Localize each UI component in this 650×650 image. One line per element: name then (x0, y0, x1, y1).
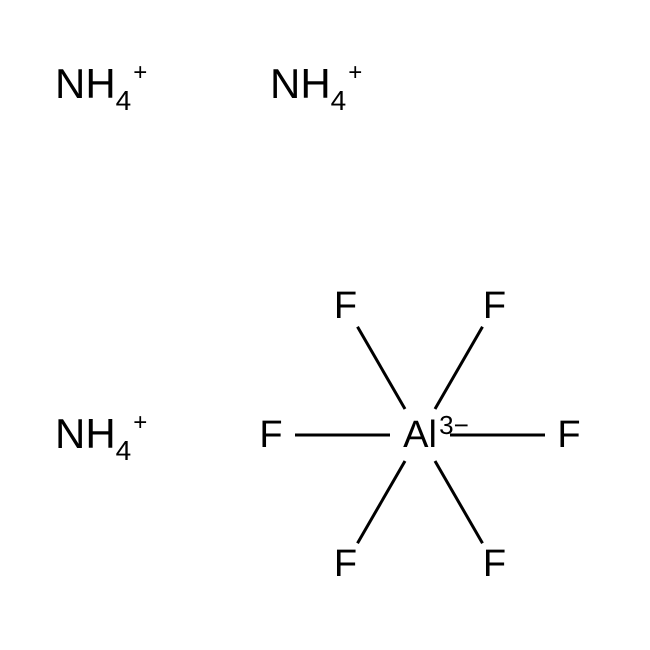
bond (435, 461, 483, 543)
bond (358, 461, 406, 543)
cation-subscript: 4 (116, 85, 132, 117)
cation-subscript: 4 (116, 435, 132, 467)
ammonium-cation: NH4+ (55, 410, 147, 458)
fluorine-atom: F (334, 285, 357, 327)
cation-charge: + (133, 409, 147, 437)
fluorine-atom: F (259, 414, 282, 456)
fluorine-atom: F (483, 543, 506, 585)
ammonium-cation: NH4+ (55, 60, 147, 108)
cation-subscript: 4 (331, 85, 347, 117)
cation-charge: + (133, 59, 147, 87)
complex-charge: 3− (439, 410, 469, 440)
cation-base: NH (270, 60, 331, 108)
cation-base: NH (55, 60, 116, 108)
bond (358, 327, 406, 409)
cation-base: NH (55, 410, 116, 458)
fluorine-atom: F (334, 543, 357, 585)
fluorine-atom: F (483, 285, 506, 327)
chemical-structure-canvas: FFFFFFAl3− NH4+NH4+NH4+ (0, 0, 650, 650)
fluorine-atom: F (557, 414, 580, 456)
ammonium-cation: NH4+ (270, 60, 362, 108)
cation-charge: + (348, 59, 362, 87)
aluminum-center: Al (403, 414, 437, 456)
bond (435, 327, 483, 409)
